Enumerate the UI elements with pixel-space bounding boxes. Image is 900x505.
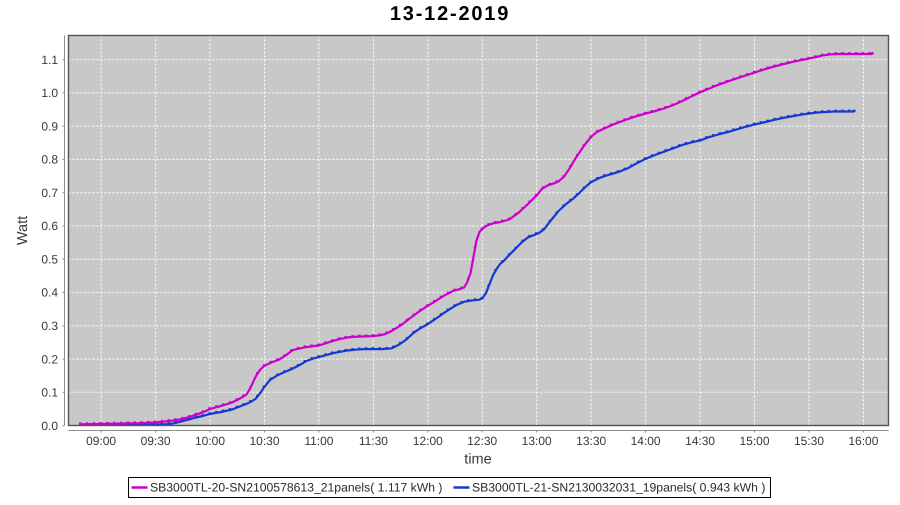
svg-text:Watt: Watt [15,216,31,245]
svg-text:09:00: 09:00 [86,434,116,448]
svg-text:10:30: 10:30 [249,434,279,448]
svg-text:1.1: 1.1 [41,53,58,67]
svg-text:11:00: 11:00 [304,434,333,448]
svg-text:13-12-2019: 13-12-2019 [390,3,510,25]
svg-text:12:00: 12:00 [413,434,443,448]
svg-text:0.8: 0.8 [41,153,58,167]
svg-text:0.4: 0.4 [41,286,58,300]
svg-text:14:30: 14:30 [685,434,715,448]
svg-text:16:00: 16:00 [848,434,878,448]
svg-text:0.0: 0.0 [41,419,58,433]
svg-text:0.2: 0.2 [41,352,58,366]
svg-text:12:30: 12:30 [467,434,497,448]
svg-text:0.6: 0.6 [41,219,58,233]
svg-text:13:30: 13:30 [576,434,606,448]
svg-text:09:30: 09:30 [141,434,171,448]
svg-text:15:00: 15:00 [739,434,769,448]
svg-text:SB3000TL-20-SN2100578613_21pan: SB3000TL-20-SN2100578613_21panels( 1.117… [150,481,442,495]
svg-text:11:30: 11:30 [359,434,388,448]
svg-text:0.7: 0.7 [41,186,58,200]
svg-text:0.9: 0.9 [41,119,58,133]
svg-text:SB3000TL-21-SN2130032031_19pan: SB3000TL-21-SN2130032031_19panels( 0.943… [472,481,765,495]
svg-text:time: time [464,452,491,468]
svg-text:13:00: 13:00 [522,434,552,448]
svg-text:14:00: 14:00 [631,434,661,448]
svg-text:0.5: 0.5 [41,252,58,266]
svg-text:10:00: 10:00 [195,434,225,448]
svg-text:1.0: 1.0 [41,86,58,100]
svg-text:0.3: 0.3 [41,319,58,333]
svg-text:0.1: 0.1 [41,386,58,400]
svg-text:15:30: 15:30 [794,434,824,448]
